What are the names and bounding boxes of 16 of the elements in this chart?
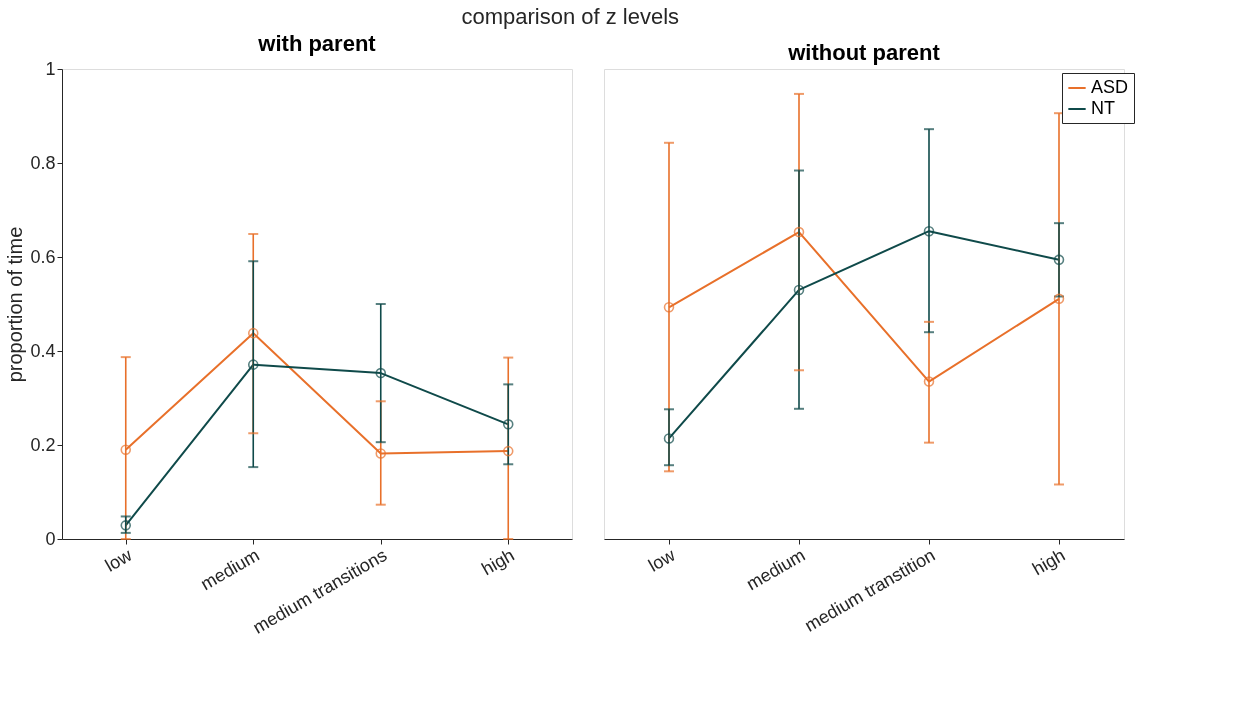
legend-label: ASD	[1091, 77, 1129, 97]
x-tick-label: high	[1029, 544, 1069, 580]
x-tick-label: high	[478, 544, 518, 580]
chart-title: with parent	[257, 31, 377, 56]
legend-label: NT	[1091, 98, 1115, 118]
y-tick-label: 0.2	[30, 434, 56, 455]
y-axis-title: proportion of time	[4, 226, 27, 383]
y-tick-label: 0.8	[30, 152, 56, 173]
chart-title: without parent	[787, 40, 941, 65]
x-tick-label: low	[645, 544, 680, 576]
text: comparison of z levels	[461, 3, 680, 29]
x-tick-label: low	[101, 544, 137, 576]
y-tick-label: 0	[45, 528, 56, 549]
y-tick-label: 1	[45, 58, 56, 79]
y-tick-label: 0.4	[30, 340, 56, 361]
y-tick-label: 0.6	[30, 246, 56, 267]
